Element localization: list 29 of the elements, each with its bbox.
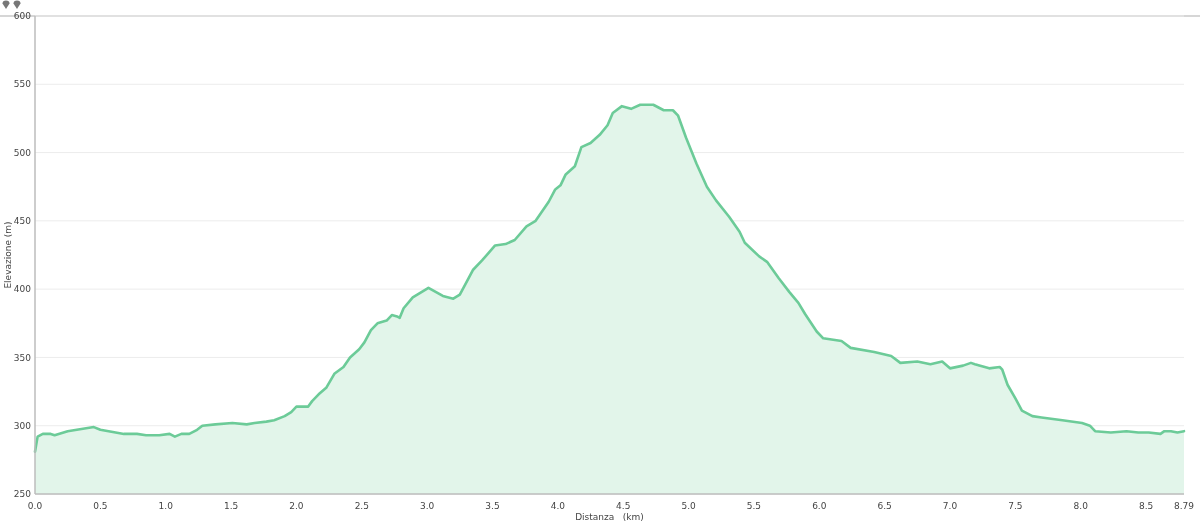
- y-tick-label: 550: [13, 79, 32, 90]
- x-tick-label: 1.5: [223, 501, 239, 512]
- y-tick-label: 350: [13, 352, 32, 363]
- x-tick-label: 6.0: [812, 501, 827, 512]
- x-tick-label: 7.5: [1008, 501, 1023, 512]
- x-tick-label: 2.0: [289, 501, 304, 512]
- x-tick-label: 0.5: [93, 501, 108, 512]
- x-axis-title: Distanza (km): [575, 512, 644, 522]
- y-tick-label: 600: [13, 11, 32, 22]
- x-tick-label: 4.5: [616, 501, 631, 512]
- y-tick-label: 500: [13, 147, 32, 158]
- x-tick-label: 3.0: [419, 501, 435, 512]
- x-tick-label: 1.0: [158, 501, 174, 512]
- x-tick-label: 2.5: [354, 501, 369, 512]
- x-tick-label: 8.5: [1138, 501, 1154, 512]
- y-tick-label: 450: [13, 216, 32, 227]
- y-tick-label: 400: [13, 284, 32, 295]
- y-tick-label: 300: [13, 420, 32, 431]
- y-axis-title: Elevazione (m): [3, 221, 13, 289]
- x-tick-label: 8.79: [1173, 501, 1195, 512]
- x-tick-label: 0.0: [27, 501, 43, 512]
- x-tick-label: 3.5: [485, 501, 500, 512]
- x-tick-label: 6.5: [877, 501, 892, 512]
- x-tick-label: 5.5: [746, 501, 762, 512]
- x-tick-label: 4.0: [550, 501, 566, 512]
- x-tick-label: 7.0: [942, 501, 958, 512]
- x-tick-label: 8.0: [1073, 501, 1089, 512]
- x-tick-label: 5.0: [681, 501, 697, 512]
- y-tick-label: 250: [13, 489, 32, 500]
